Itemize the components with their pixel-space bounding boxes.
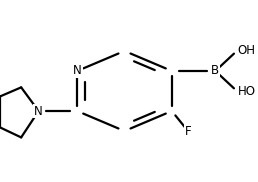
Text: OH: OH (238, 43, 256, 57)
Text: N: N (34, 104, 43, 118)
Text: F: F (185, 124, 191, 138)
Text: HO: HO (238, 85, 256, 98)
Text: B: B (211, 64, 220, 78)
Text: N: N (73, 64, 82, 78)
